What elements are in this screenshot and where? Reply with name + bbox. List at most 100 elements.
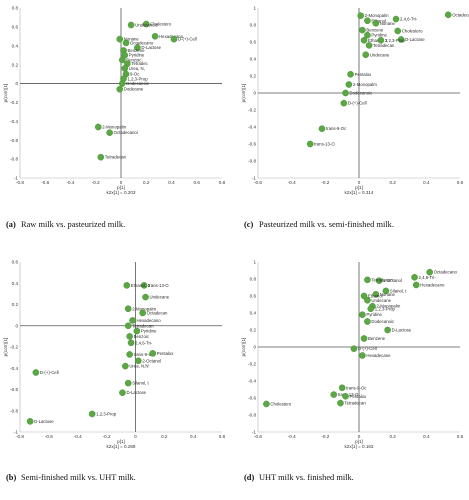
data-point-label: Octadecan bbox=[147, 311, 168, 316]
y-tick-label: 0.6 bbox=[250, 40, 257, 45]
x-tick-label: -0.2 bbox=[92, 180, 100, 185]
y-tick-label: 0.2 bbox=[250, 74, 257, 79]
x-tick-label: 0 bbox=[120, 180, 123, 185]
data-point bbox=[124, 322, 132, 330]
x-tick-label: -0.4 bbox=[288, 180, 296, 185]
data-point-label: Octadecano bbox=[130, 40, 154, 45]
x-tick-label: -0.2 bbox=[321, 180, 329, 185]
data-point bbox=[350, 345, 358, 353]
y-tick-label: 0.6 bbox=[12, 24, 19, 29]
data-point-label: D-Lactose bbox=[405, 37, 425, 42]
data-point-label: Undecane bbox=[150, 295, 170, 300]
x-axis-title: p[1] bbox=[117, 439, 125, 444]
data-point-label: Nonane bbox=[124, 37, 140, 42]
data-point bbox=[394, 27, 402, 35]
x-tick-label: -0.2 bbox=[103, 434, 111, 439]
x-tick-label: -0.4 bbox=[288, 434, 296, 439]
data-point bbox=[364, 17, 371, 25]
data-point bbox=[392, 15, 400, 23]
data-point bbox=[126, 351, 133, 358]
data-point bbox=[342, 392, 349, 400]
y-tick-label: -0.2 bbox=[10, 345, 18, 350]
data-point-label: Dodecanoic bbox=[371, 319, 395, 324]
data-point-label: 2-Monopalm bbox=[376, 304, 400, 309]
y-tick-label: -1 bbox=[252, 430, 257, 435]
data-point-label: Benzoic bbox=[134, 334, 150, 339]
x-tick-label: 0 bbox=[134, 434, 137, 439]
data-point-label: trans-13-O bbox=[314, 142, 335, 147]
y-tick-label: -0.4 bbox=[248, 125, 256, 130]
data-point bbox=[32, 369, 40, 376]
data-point-label: 2-Monopalm bbox=[102, 125, 126, 130]
scatter-panel-2: 10.80.60.40.20-0.2-0.4-0.6-0.8-1-0.6 -0.4… bbox=[241, 6, 469, 229]
x-tick-label: 0.6 bbox=[457, 180, 464, 185]
data-point-label: Pyridine bbox=[129, 53, 145, 58]
x-axis-subtitle: k2x[1] = 0.314 bbox=[345, 190, 374, 195]
data-point bbox=[124, 379, 132, 387]
y-tick-label: 0.6 bbox=[250, 294, 257, 299]
data-point-label: Undecane bbox=[371, 298, 391, 303]
data-point bbox=[116, 85, 124, 93]
y-tick-label: 0.2 bbox=[250, 328, 257, 333]
panel-letter: (d) bbox=[244, 473, 254, 482]
data-point bbox=[412, 281, 420, 289]
y-tick-label: 0.6 bbox=[12, 260, 19, 265]
data-point bbox=[151, 33, 159, 40]
data-point bbox=[367, 305, 375, 313]
data-point bbox=[397, 36, 405, 43]
data-point-label: Undecanoic bbox=[135, 23, 159, 28]
data-point-label: Tetradecan bbox=[132, 323, 154, 328]
x-axis-title: p[1] bbox=[355, 439, 363, 444]
x-tick-label: 0.4 bbox=[423, 180, 430, 185]
y-axis-title: p(corr)[1] bbox=[241, 338, 246, 357]
y-tick-label: -0.6 bbox=[10, 138, 18, 143]
y-tick-label: -1 bbox=[14, 430, 19, 435]
y-tick-label: 0.8 bbox=[250, 277, 257, 282]
data-point bbox=[372, 19, 380, 27]
data-point-label: Benzene bbox=[128, 48, 146, 53]
data-point bbox=[360, 37, 368, 44]
data-point bbox=[364, 318, 371, 325]
y-tick-label: 0.4 bbox=[12, 281, 19, 286]
y-tick-label: 1 bbox=[253, 260, 256, 265]
data-point-label: 2,4,6-Tri- bbox=[419, 275, 437, 280]
x-tick-label: -0.4 bbox=[67, 180, 75, 185]
y-tick-label: -0.2 bbox=[248, 362, 256, 367]
data-point-label: 1,2,3-Prop bbox=[128, 76, 149, 81]
data-point bbox=[122, 362, 129, 370]
x-tick-label: 0.6 bbox=[457, 434, 464, 439]
y-tick-label: -0.6 bbox=[248, 396, 256, 401]
y-axis-title: p(corr)[1] bbox=[3, 84, 8, 103]
data-point-label: Tetradec bbox=[131, 61, 148, 66]
data-point bbox=[364, 276, 371, 284]
data-point bbox=[359, 26, 366, 34]
data-point-label: Pyridine bbox=[366, 312, 382, 317]
data-point bbox=[342, 89, 349, 97]
y-tick-label: -0.4 bbox=[248, 379, 256, 384]
data-point bbox=[372, 290, 380, 298]
data-point-label: Hexadecano bbox=[159, 34, 184, 39]
x-tick-label: -0.6 bbox=[45, 434, 53, 439]
data-point bbox=[118, 56, 126, 64]
x-tick-label: -0.6 bbox=[254, 180, 262, 185]
data-point bbox=[360, 335, 368, 342]
panel-letter: (a) bbox=[6, 220, 16, 229]
data-point bbox=[94, 123, 102, 131]
data-point-label: Tetradecan bbox=[105, 155, 127, 160]
data-point-label: D-(+)-Cell bbox=[178, 37, 197, 42]
y-tick-label: 0 bbox=[15, 81, 18, 86]
data-point-label: Pyridine bbox=[371, 33, 387, 38]
data-point bbox=[382, 287, 390, 295]
x-tick-label: 0.2 bbox=[161, 434, 168, 439]
x-axis-subtitle: k2x[1] = 0.289 bbox=[107, 444, 136, 449]
data-point bbox=[318, 125, 326, 132]
data-point-label: D-Lactose bbox=[126, 390, 146, 395]
data-point-label: Nonane bbox=[380, 292, 396, 297]
data-point bbox=[330, 391, 338, 398]
data-point-label: 2-Monopalm bbox=[353, 82, 377, 87]
data-point bbox=[127, 21, 135, 29]
y-tick-label: -1 bbox=[252, 176, 257, 181]
data-point bbox=[88, 410, 96, 418]
y-tick-label: -0.8 bbox=[248, 413, 256, 418]
data-point-label: Undecane bbox=[370, 52, 390, 57]
